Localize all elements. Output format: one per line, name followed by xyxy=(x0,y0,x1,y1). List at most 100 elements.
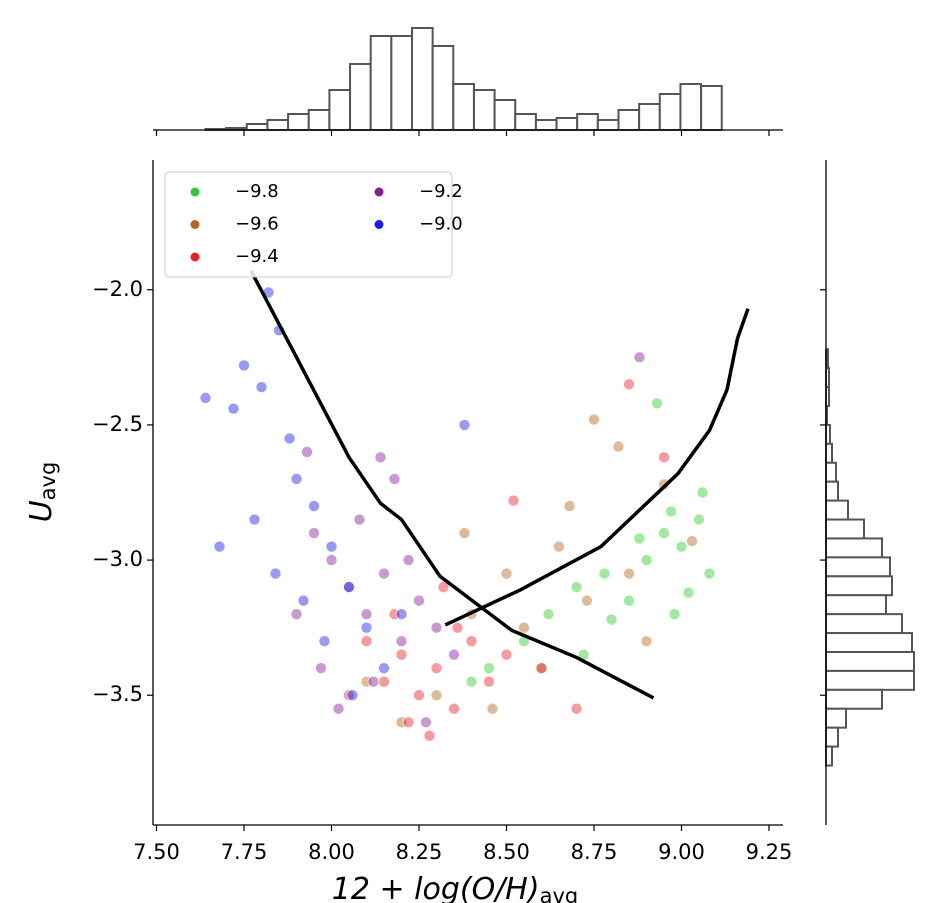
legend-marker xyxy=(190,220,200,229)
point xyxy=(465,675,478,688)
point xyxy=(612,440,625,453)
point xyxy=(458,527,471,539)
point xyxy=(378,675,390,688)
point xyxy=(696,486,709,499)
y-label-main: U xyxy=(24,500,59,522)
hist-bar xyxy=(825,688,883,710)
hist-bar xyxy=(328,89,352,131)
hist-bar xyxy=(825,518,865,540)
hist-bar xyxy=(825,594,887,616)
point xyxy=(395,648,408,661)
x-tick-label: 8.00 xyxy=(308,840,355,864)
point xyxy=(353,513,366,526)
x-tick-label: 9.25 xyxy=(746,840,793,864)
point xyxy=(213,540,226,553)
hist-bar xyxy=(576,113,599,131)
point xyxy=(378,662,390,675)
point xyxy=(448,648,460,661)
point xyxy=(430,689,443,702)
hist-bar xyxy=(390,35,414,131)
point xyxy=(402,554,415,566)
point xyxy=(588,413,600,426)
x-tick-label: 9.00 xyxy=(658,840,705,864)
y-axis-label: Uavg xyxy=(24,462,61,523)
point xyxy=(238,359,250,372)
point xyxy=(500,648,513,661)
point xyxy=(518,621,530,634)
point xyxy=(686,535,698,547)
hist-bar xyxy=(452,83,475,131)
point xyxy=(535,662,548,675)
point xyxy=(343,581,355,593)
point xyxy=(297,594,310,607)
point xyxy=(325,554,338,566)
point xyxy=(290,473,303,485)
point xyxy=(640,554,653,566)
legend-marker xyxy=(374,220,384,229)
point xyxy=(255,381,268,393)
hist-bar xyxy=(825,745,833,767)
point xyxy=(301,446,313,458)
hist-bar xyxy=(825,650,915,672)
x-tick-label: 8.50 xyxy=(483,840,530,864)
point xyxy=(413,594,425,607)
point xyxy=(623,594,635,607)
hist-bar xyxy=(369,35,393,131)
point xyxy=(665,505,677,518)
point xyxy=(395,608,408,620)
point xyxy=(343,689,355,702)
point xyxy=(388,608,401,620)
point xyxy=(290,608,303,620)
point xyxy=(668,608,681,620)
hist-bar xyxy=(825,537,883,559)
point xyxy=(388,473,401,485)
point xyxy=(693,513,705,526)
point xyxy=(395,635,408,647)
point xyxy=(605,613,618,626)
hist-bar xyxy=(825,461,837,483)
point xyxy=(360,621,373,634)
hist-bar xyxy=(411,27,434,131)
point xyxy=(325,540,338,553)
point xyxy=(658,527,670,539)
hist-bar xyxy=(825,669,915,691)
fit-line xyxy=(249,270,655,700)
x-tick-label: 8.25 xyxy=(396,840,443,864)
point xyxy=(458,419,471,431)
fit-line xyxy=(444,308,750,627)
point xyxy=(315,662,327,675)
hist-bar xyxy=(825,707,847,729)
point xyxy=(658,451,670,464)
point xyxy=(633,351,646,364)
legend: −9.8 −9.6 −9.4 −9.2 −9.0 xyxy=(164,171,463,278)
point xyxy=(283,432,296,445)
point xyxy=(374,451,387,464)
point xyxy=(199,392,212,404)
point xyxy=(402,716,415,729)
point xyxy=(360,635,373,647)
hist-bar xyxy=(700,85,723,131)
legend-label: −9.8 xyxy=(235,181,279,202)
point xyxy=(437,581,450,593)
plot-area xyxy=(199,270,750,742)
point xyxy=(360,675,373,688)
hist-bar xyxy=(825,613,903,635)
point xyxy=(367,675,380,688)
point xyxy=(486,702,499,715)
point xyxy=(703,567,716,580)
hist-bar xyxy=(596,119,620,131)
point xyxy=(423,729,436,742)
point xyxy=(675,540,688,553)
hist-bar xyxy=(287,113,310,131)
point xyxy=(318,635,331,647)
point xyxy=(346,689,359,702)
point xyxy=(308,527,320,539)
point xyxy=(570,702,583,715)
point xyxy=(308,500,320,512)
y-label-sub: avg xyxy=(36,462,60,501)
point xyxy=(483,662,495,675)
point xyxy=(465,635,478,647)
point xyxy=(623,567,635,580)
point xyxy=(332,702,345,715)
